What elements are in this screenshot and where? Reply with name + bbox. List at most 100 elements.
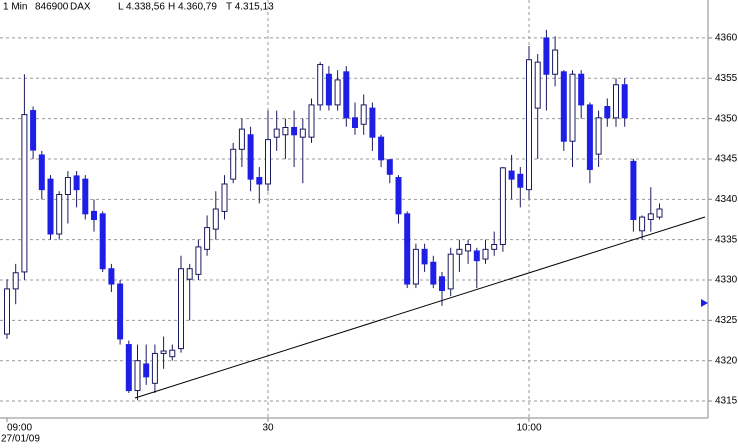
candle-up <box>169 349 176 358</box>
candle-down <box>421 248 428 265</box>
y-tick-label: 4350 <box>715 113 738 124</box>
candle-down <box>395 177 402 215</box>
candle-up <box>317 64 324 106</box>
candle-down <box>143 363 150 378</box>
candle-down <box>630 160 637 220</box>
candle-up <box>12 272 19 290</box>
candle-up <box>221 183 228 212</box>
candle-down <box>99 213 106 270</box>
candle-down <box>604 106 611 119</box>
y-tick-label: 4355 <box>715 73 738 84</box>
candle-down <box>386 159 393 175</box>
candle-up <box>360 104 367 125</box>
candle-up <box>526 59 532 191</box>
candle-up <box>334 79 341 106</box>
candle-up <box>195 246 202 275</box>
y-tick-label: 4345 <box>715 154 738 165</box>
candle-down <box>73 175 80 191</box>
candle-up <box>647 213 654 220</box>
candle-down <box>560 71 567 142</box>
candle-up <box>534 61 541 109</box>
candle-down <box>378 136 385 161</box>
candle-up <box>456 248 463 255</box>
trend-line <box>134 216 706 399</box>
price-marker <box>701 299 708 307</box>
candle-down <box>125 344 132 392</box>
candle-up <box>569 73 576 142</box>
candle-down <box>473 250 480 262</box>
candle-down <box>38 154 45 191</box>
candle-down <box>430 261 437 285</box>
candle-up <box>491 244 498 250</box>
candle-up <box>64 177 71 195</box>
candle-down <box>352 117 358 128</box>
header-item: 846900 <box>35 2 69 13</box>
candle-down <box>517 173 524 188</box>
candle-down <box>256 177 263 185</box>
candle-down <box>369 107 376 138</box>
candle-up <box>56 193 63 235</box>
y-tick-label: 4335 <box>715 234 738 245</box>
candle-up <box>230 148 237 180</box>
y-tick-label: 4360 <box>715 33 738 44</box>
candle-up <box>204 227 211 250</box>
candle-up <box>151 352 158 384</box>
y-tick-label: 4340 <box>715 194 738 205</box>
header-item: L 4.338,56 <box>118 2 165 13</box>
candle-up <box>178 268 184 350</box>
candle-up <box>21 114 28 273</box>
candle-up <box>656 208 663 218</box>
candle-up <box>160 350 167 354</box>
candle-down <box>543 37 550 75</box>
candle-down <box>621 84 628 119</box>
candle-up <box>186 268 193 280</box>
candle-up <box>595 117 602 155</box>
candle-up <box>282 126 289 136</box>
candle-down <box>82 178 89 215</box>
header-item: T 4.315,13 <box>226 2 274 13</box>
candle-down <box>404 213 411 285</box>
candle-up <box>134 360 141 392</box>
candle-up <box>308 104 315 138</box>
date-label: 27/01/09 <box>1 434 40 445</box>
candle-down <box>325 73 332 106</box>
x-tick-label: 10:00 <box>516 423 541 434</box>
candle-up <box>613 84 619 119</box>
candle-up <box>499 167 506 246</box>
candle-up <box>212 208 219 230</box>
header-item: 1 Min <box>3 2 27 13</box>
x-tick-label: 30 <box>262 423 274 434</box>
candle-up <box>552 49 559 75</box>
candle-up <box>299 128 306 138</box>
candle-down <box>117 283 124 340</box>
header-item: H 4.360,79 <box>168 2 217 13</box>
candle-up <box>447 253 454 290</box>
y-tick-label: 4325 <box>715 315 738 326</box>
y-tick-label: 4315 <box>715 396 738 407</box>
candle-up <box>265 139 271 185</box>
candle-down <box>47 178 54 235</box>
candle-up <box>465 244 472 252</box>
y-tick-label: 4320 <box>715 355 738 366</box>
candle-down <box>108 268 115 285</box>
candle-down <box>578 73 585 106</box>
x-tick-label: 09:00 <box>7 423 32 434</box>
candle-up <box>238 128 245 150</box>
y-tick-label: 4330 <box>715 275 738 286</box>
candle-down <box>343 71 350 119</box>
candle-up <box>482 248 489 260</box>
candle-up <box>412 248 419 285</box>
candle-down <box>91 210 97 220</box>
candle-up <box>639 216 646 232</box>
candle-down <box>291 126 298 136</box>
candle-up <box>273 128 280 138</box>
candle-down <box>439 276 445 292</box>
candle-down <box>586 104 593 170</box>
candle-down <box>247 134 254 180</box>
candle-down <box>508 170 515 180</box>
candle-down <box>30 110 37 151</box>
header-item: DAX <box>70 2 91 13</box>
candle-up <box>4 288 10 335</box>
